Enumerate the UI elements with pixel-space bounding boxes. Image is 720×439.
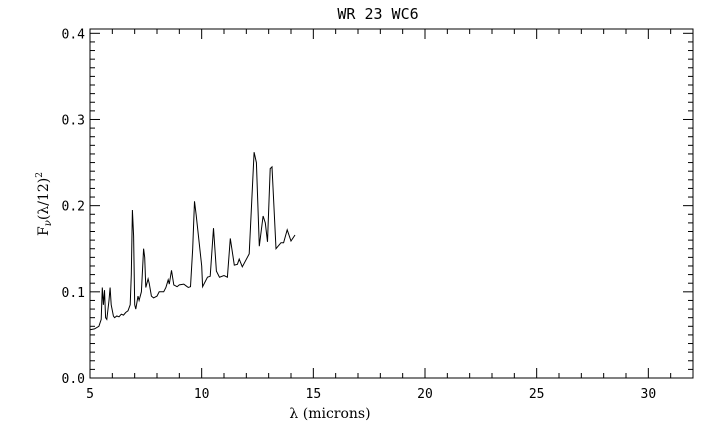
y-tick-label: 0.1 xyxy=(62,286,85,301)
chart-title: WR 23 WC6 xyxy=(337,5,418,23)
x-tick-label: 10 xyxy=(194,387,210,402)
x-tick-label: 20 xyxy=(417,387,433,402)
y-tick-label: 0.2 xyxy=(62,200,85,215)
x-tick-label: 25 xyxy=(529,387,545,402)
x-tick-label: 30 xyxy=(641,387,657,402)
y-tick-label: 0.4 xyxy=(62,27,86,42)
y-label-sup: 2 xyxy=(35,172,45,178)
x-tick-label: 5 xyxy=(86,387,94,402)
series-line xyxy=(89,152,296,331)
x-tick-labels: 5 10 15 20 25 30 xyxy=(86,387,656,402)
plot-frame xyxy=(89,28,694,379)
y-axis-label: Fν(λ/12)2 xyxy=(35,172,54,236)
y-tick-labels: 0.0 0.1 0.2 0.3 0.4 xyxy=(62,27,86,387)
x-tick-label: 15 xyxy=(306,387,322,402)
axis-ticks xyxy=(89,29,694,379)
y-tick-label: 0.3 xyxy=(62,113,85,128)
y-label-main: F xyxy=(36,226,52,236)
y-label-sub: ν xyxy=(43,220,54,226)
x-axis-label: λ (microns) xyxy=(289,406,370,422)
y-label-paren: (λ/12) xyxy=(36,178,52,220)
y-tick-label: 0.0 xyxy=(62,372,85,387)
